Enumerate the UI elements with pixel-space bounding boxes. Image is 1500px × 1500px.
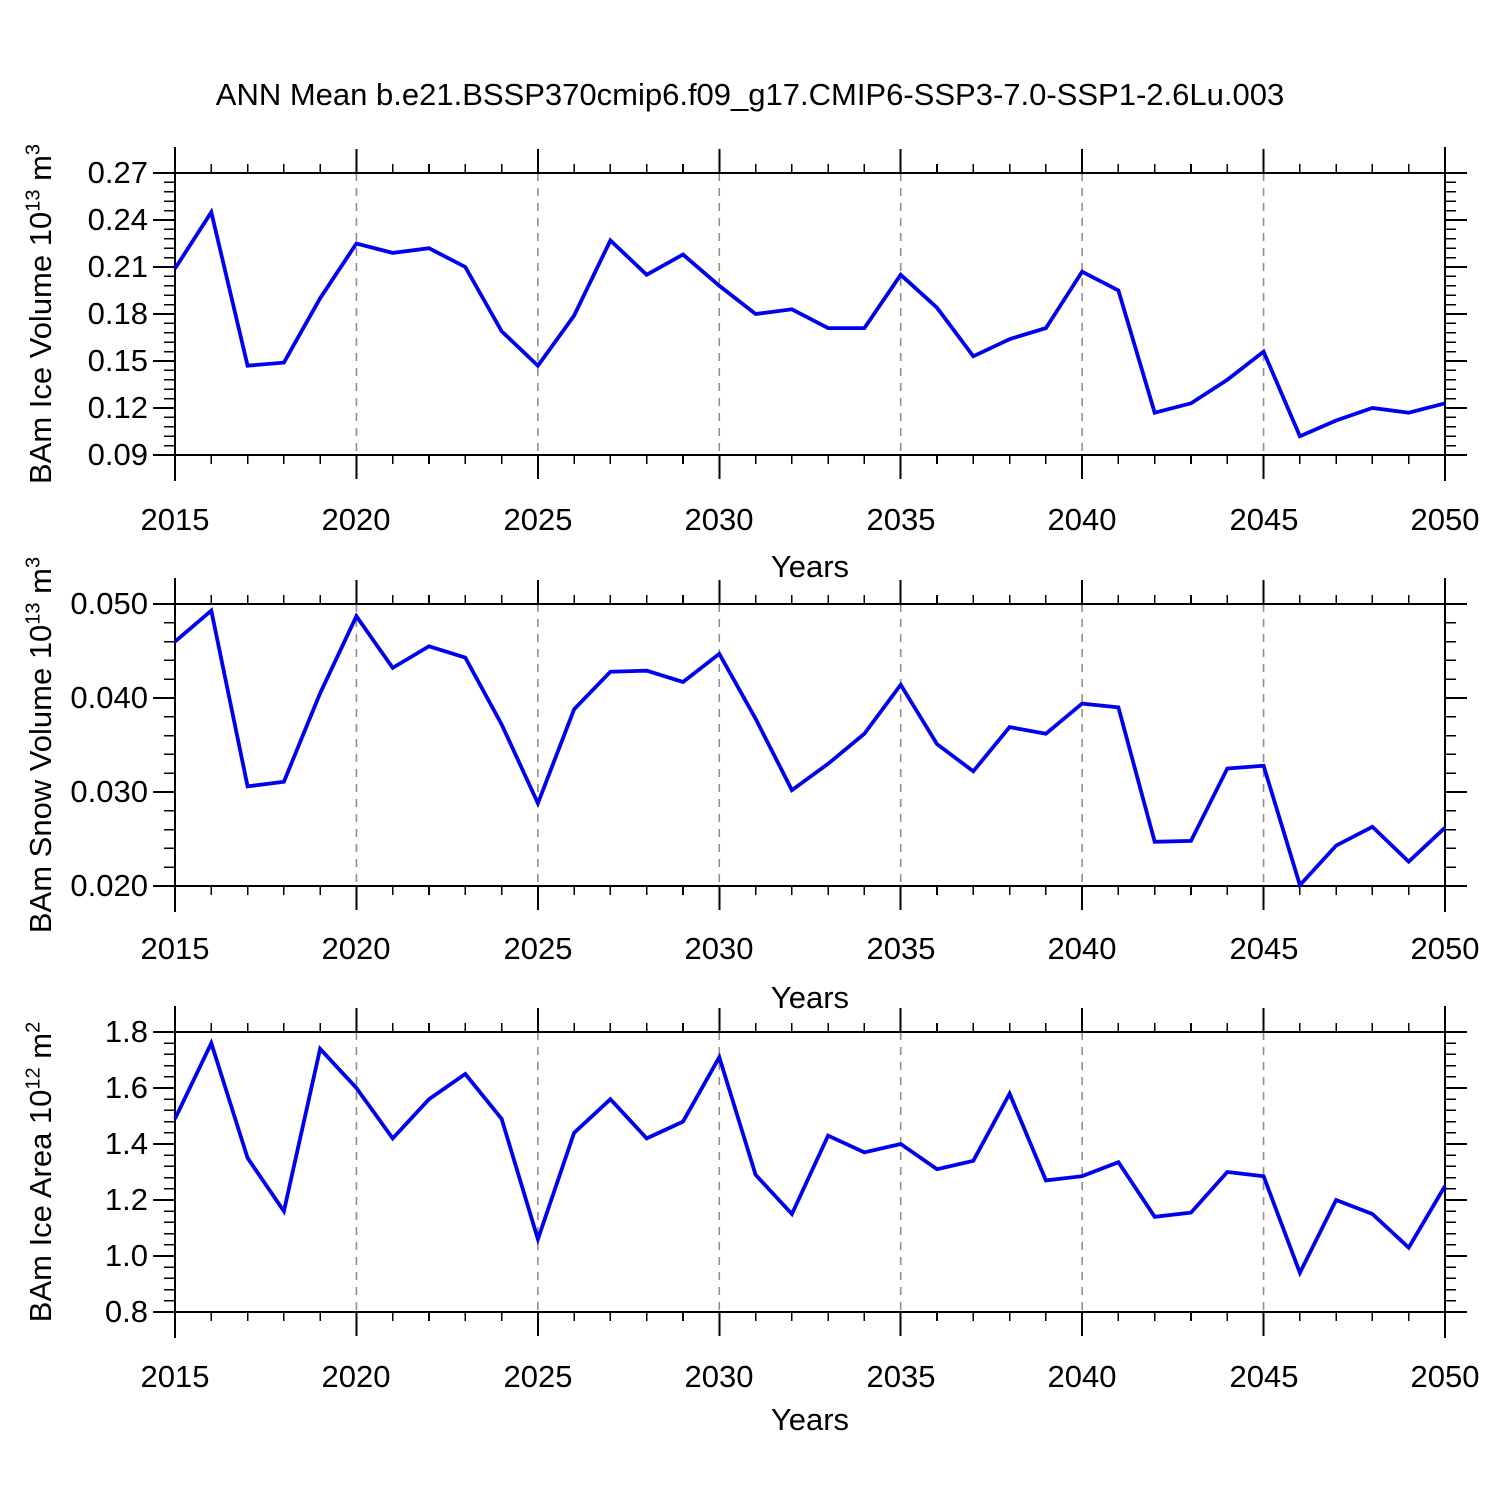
x-axis-label-years-panel1: Years [770,549,850,584]
x-tick-label: 2045 [1229,502,1299,537]
x-tick-label: 2040 [1047,502,1117,537]
y-tick-label: 1.8 [104,1014,148,1049]
y-tick-label: 0.21 [87,249,148,284]
y-tick-label: 0.24 [87,202,148,237]
x-tick-label: 2040 [1047,1359,1117,1394]
x-axis-label-years-panel2: Years [770,980,850,1015]
x-tick-label: 2020 [321,931,391,966]
x-tick-label: 2030 [684,502,754,537]
y-tick-label: 1.0 [104,1238,148,1273]
x-tick-label: 2030 [684,931,754,966]
data-line-series [173,607,1447,889]
y-tick-label: 1.2 [104,1182,148,1217]
x-tick-label: 2050 [1410,931,1480,966]
x-tick-label: 2035 [866,502,936,537]
y-tick-label: 0.27 [87,155,148,190]
x-tick-label: 2035 [866,931,936,966]
x-tick-label: 2015 [140,502,210,537]
x-tick-label: 2050 [1410,502,1480,537]
x-tick-label: 2030 [684,1359,754,1394]
x-tick-label: 2020 [321,1359,391,1394]
y-tick-label: 1.4 [104,1126,148,1161]
y-tick-label: 0.12 [87,390,148,425]
x-tick-label: 2040 [1047,931,1117,966]
y-axis-label-unit-exponent: 3 [22,556,45,568]
x-axis-label-years-panel3: Years [770,1402,850,1437]
data-line-series [173,207,1446,439]
x-tick-label: 2045 [1229,931,1299,966]
y-tick-label: 0.09 [87,437,148,472]
x-tick-label: 2050 [1410,1359,1480,1394]
data-line-series [173,1038,1447,1278]
x-tick-label: 2025 [503,1359,573,1394]
x-tick-label: 2045 [1229,1359,1299,1394]
x-tick-label: 2025 [503,502,573,537]
y-tick-label: 0.030 [70,774,148,809]
y-tick-label: 0.8 [104,1294,148,1329]
chart-title: ANN Mean b.e21.BSSP370cmip6.f09_g17.CMIP… [215,77,1285,112]
x-tick-label: 2020 [321,502,391,537]
y-tick-label: 0.050 [70,586,148,621]
y-tick-label: 0.15 [87,343,148,378]
x-tick-label: 2015 [140,1359,210,1394]
y-tick-label: 0.020 [70,868,148,903]
y-axis-label-ice-area: BAm Ice Area 1012 m2 [20,912,62,1432]
x-tick-label: 2015 [140,931,210,966]
x-tick-label: 2025 [503,931,573,966]
y-tick-label: 1.6 [104,1070,148,1105]
y-tick-label: 0.18 [87,296,148,331]
x-tick-label: 2035 [866,1359,936,1394]
y-tick-label: 0.040 [70,680,148,715]
